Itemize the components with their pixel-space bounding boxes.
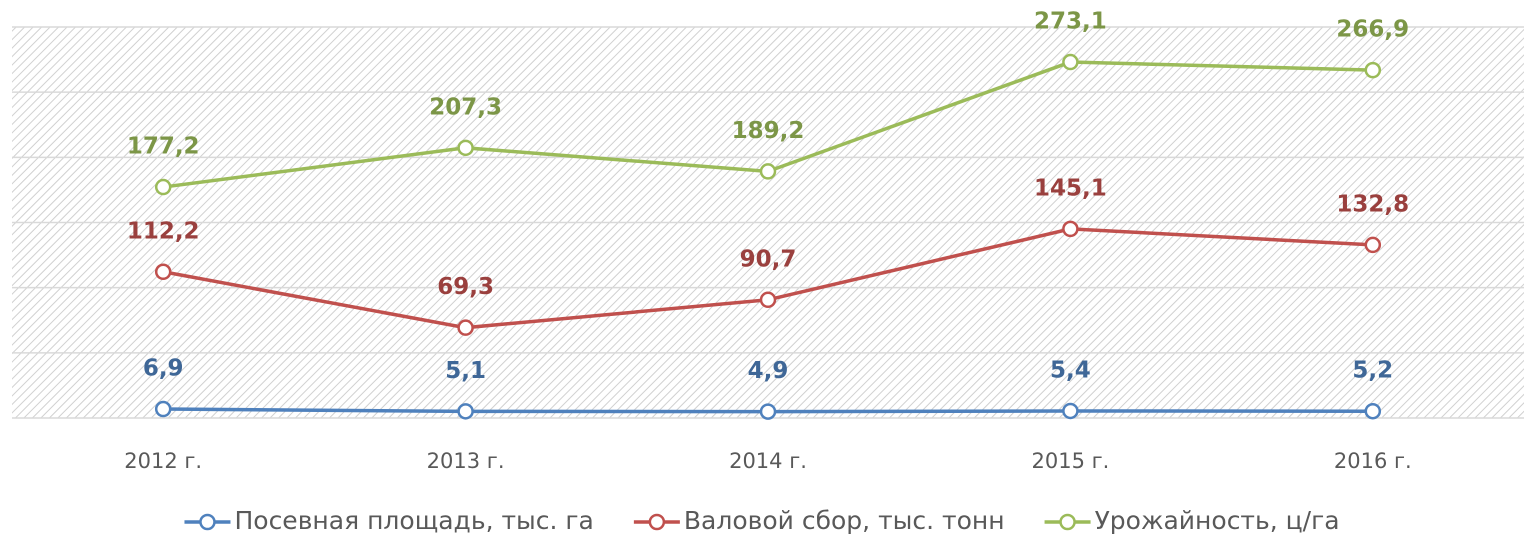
point	[1364, 61, 1382, 79]
point	[1062, 220, 1079, 238]
point	[1062, 402, 1079, 420]
point	[457, 139, 474, 157]
data-label: 132,8	[1336, 191, 1409, 217]
point	[1364, 236, 1382, 254]
data-label: 5,4	[1050, 357, 1091, 383]
data-label: 207,3	[429, 94, 502, 120]
point	[759, 403, 777, 420]
x-tick-label: 2013 г.	[427, 449, 505, 473]
legend-label: Урожайность, ц/га	[1095, 506, 1340, 535]
point	[457, 319, 474, 336]
x-tick-label: 2014 г.	[729, 449, 807, 473]
data-label: 90,7	[740, 246, 797, 272]
data-label: 4,9	[748, 358, 789, 384]
legend-marker	[648, 513, 666, 531]
data-label: 5,2	[1352, 358, 1393, 384]
point	[1364, 402, 1382, 420]
data-label: 177,2	[127, 134, 200, 160]
point	[154, 178, 172, 196]
point	[154, 263, 172, 281]
legend-label: Посевная площадь, тыс. га	[234, 506, 593, 535]
data-label: 145,1	[1034, 175, 1107, 201]
x-tick-label: 2012 г.	[124, 449, 202, 473]
data-label: 112,2	[127, 218, 200, 244]
data-label: 6,9	[143, 356, 184, 382]
data-label: 266,9	[1336, 17, 1409, 43]
legend-label: Валовой сбор, тыс. тонн	[684, 506, 1005, 535]
data-label: 69,3	[437, 274, 494, 300]
data-label: 189,2	[732, 118, 805, 144]
point	[457, 403, 474, 420]
legend-marker	[1059, 513, 1076, 531]
x-tick-label: 2016 г.	[1334, 449, 1412, 473]
x-tick-label: 2015 г.	[1031, 449, 1109, 473]
point	[759, 291, 777, 309]
point	[759, 163, 777, 180]
legend-marker	[199, 513, 216, 531]
data-label: 273,1	[1034, 9, 1107, 35]
data-label: 5,1	[445, 358, 486, 384]
point	[1062, 53, 1079, 71]
point	[154, 400, 172, 418]
